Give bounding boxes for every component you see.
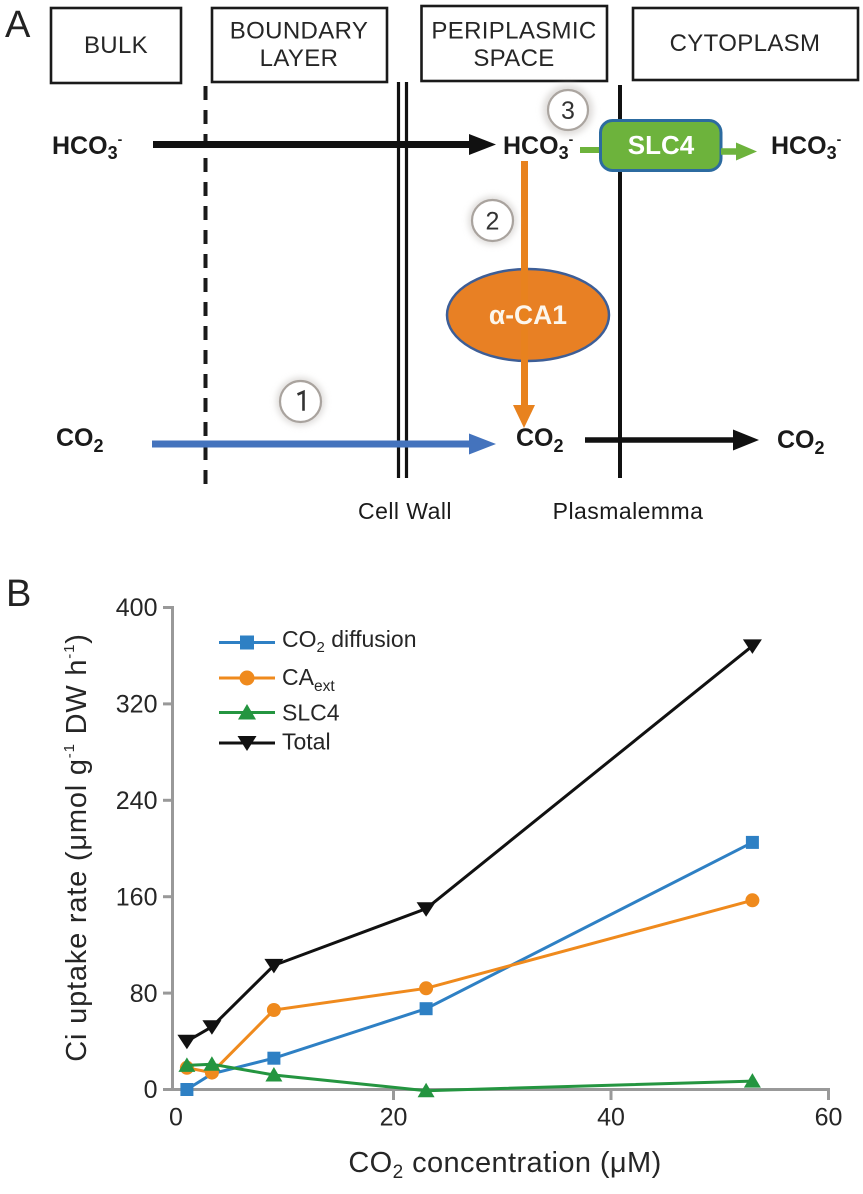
svg-text:SLC4: SLC4 (282, 699, 340, 725)
svg-text:CO2: CO2 (56, 424, 104, 456)
svg-text:CO2: CO2 (777, 426, 825, 458)
svg-text:SPACE: SPACE (473, 45, 554, 72)
svg-text:Total: Total (282, 729, 331, 755)
svg-text:0: 0 (144, 1076, 158, 1104)
svg-text:60: 60 (815, 1104, 843, 1132)
svg-text:240: 240 (116, 787, 158, 815)
svg-text:Cell Wall: Cell Wall (358, 498, 452, 524)
svg-text:40: 40 (597, 1104, 625, 1132)
svg-text:A: A (5, 4, 31, 46)
svg-text:80: 80 (130, 980, 158, 1008)
svg-text:HCO3-: HCO3- (771, 131, 842, 163)
svg-text:BULK: BULK (84, 32, 148, 59)
svg-text:CAext: CAext (282, 664, 335, 695)
svg-text:HCO3-: HCO3- (503, 131, 574, 163)
svg-text:CYTOPLASM: CYTOPLASM (670, 30, 821, 57)
svg-text:160: 160 (116, 883, 158, 911)
svg-text:B: B (6, 573, 31, 615)
svg-text:SLC4: SLC4 (628, 130, 695, 160)
svg-text:320: 320 (116, 691, 158, 719)
svg-text:Plasmalemma: Plasmalemma (553, 498, 704, 524)
svg-text:20: 20 (380, 1104, 408, 1132)
svg-text:α-CA1: α-CA1 (489, 300, 567, 330)
svg-text:CO2: CO2 (516, 424, 564, 456)
svg-text:BOUNDARY: BOUNDARY (230, 18, 368, 45)
svg-text:3: 3 (561, 97, 575, 125)
svg-text:CO2 diffusion: CO2 diffusion (282, 626, 416, 656)
svg-text:400: 400 (116, 594, 158, 622)
svg-text:2: 2 (486, 208, 500, 236)
svg-text:Ci uptake rate (μmol g-1 DW h-: Ci uptake rate (μmol g-1 DW h-1) (61, 633, 93, 1061)
svg-text:PERIPLASMIC: PERIPLASMIC (431, 18, 596, 45)
svg-text:0: 0 (169, 1104, 183, 1132)
svg-text:LAYER: LAYER (260, 45, 339, 72)
svg-text:CO2 concentration (μM): CO2 concentration (μM) (348, 1147, 661, 1183)
svg-text:HCO3-: HCO3- (52, 131, 123, 163)
